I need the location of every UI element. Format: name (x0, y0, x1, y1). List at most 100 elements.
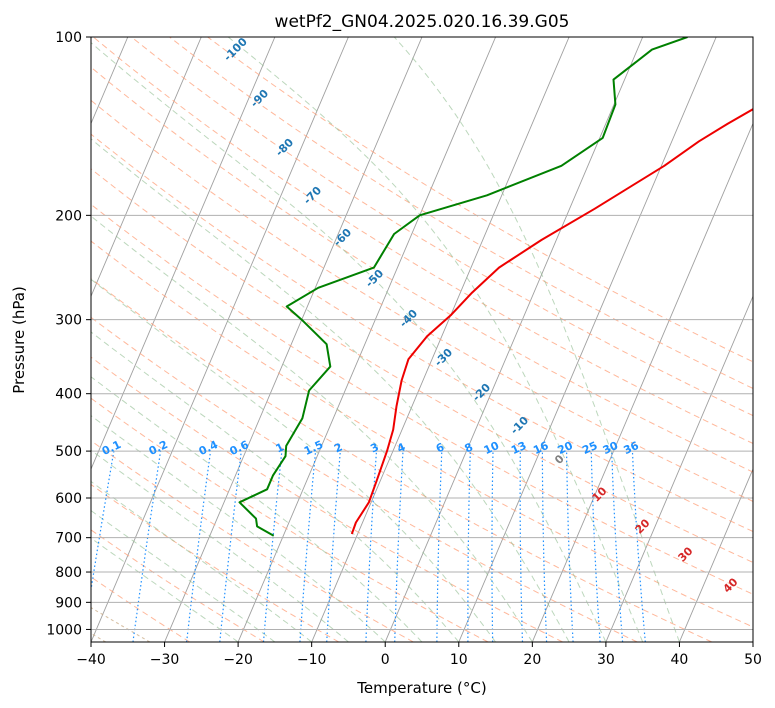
mixing-ratio-label: 36 (622, 439, 642, 457)
y-tick-label: 700 (55, 531, 82, 547)
y-tick-label: 100 (55, 30, 82, 46)
mixing-ratio-label: 0.2 (147, 438, 170, 458)
adiabat-label: -20 (470, 381, 493, 404)
adiabat-label: -40 (397, 307, 420, 330)
dry-adiabat-line (91, 99, 753, 502)
x-axis-label: Temperature (°C) (356, 679, 486, 697)
isotherm-line (164, 37, 423, 642)
mixing-ratio-line (186, 451, 212, 642)
adiabat-label: 40 (721, 575, 741, 595)
mixing-ratio-line (219, 451, 242, 642)
y-tick-label: 1000 (46, 622, 82, 638)
dry-adiabat-line (91, 397, 489, 642)
moist-adiabat-line (227, 37, 644, 642)
dry-adiabat-line (91, 240, 753, 628)
y-tick-label: 400 (55, 387, 82, 403)
mixing-ratio-label: 4 (395, 440, 408, 455)
moist-adiabat-line (393, 37, 680, 642)
x-tick-label: −30 (150, 652, 180, 668)
dry-adiabat-line (91, 168, 753, 563)
isotherm-line (458, 37, 717, 642)
y-tick-label: 600 (55, 491, 82, 507)
mixing-ratio-label: 20 (556, 439, 576, 457)
dry-adiabat-line (91, 316, 638, 642)
x-tick-label: 30 (597, 652, 615, 668)
moist-adiabat-line (91, 449, 349, 642)
moist-adiabat-line (91, 415, 386, 642)
moist-adiabat-line (91, 537, 239, 642)
mixing-ratio-label: 0.4 (197, 438, 220, 458)
temperature-line (350, 108, 753, 535)
isotherm-line (91, 37, 349, 642)
adiabat-label: 30 (676, 544, 696, 564)
moist-adiabat-line (91, 42, 607, 642)
moist-adiabat-line (91, 138, 570, 642)
mixing-ratio-label: 8 (463, 441, 475, 456)
mixing-ratio-label: 30 (601, 439, 621, 457)
isotherm-line (531, 122, 753, 642)
adiabat-label: -60 (331, 226, 354, 249)
mixing-ratio-line (132, 451, 162, 642)
mixing-ratio-label: 0.6 (228, 438, 251, 458)
x-tick-label: 0 (381, 652, 390, 668)
mixing-ratio-label: 16 (531, 439, 551, 457)
pressure-gridlines (91, 37, 753, 630)
mixing-ratio-label: 13 (509, 439, 528, 457)
adiabat-label: -10 (508, 414, 531, 437)
isotherm-line (91, 37, 202, 298)
dry-adiabat-line (91, 133, 753, 533)
mixing-ratio-line (519, 451, 524, 642)
dewpoint-line (238, 37, 688, 537)
x-tick-label: 20 (523, 652, 541, 668)
mixing-ratio-label: 10 (482, 439, 502, 457)
dry-adiabat-line (131, 37, 753, 417)
adiabat-label: -80 (273, 136, 296, 159)
adiabat-label: -70 (301, 184, 324, 207)
isotherm-line (384, 37, 644, 642)
adiabat-label: -90 (248, 87, 271, 110)
dry-adiabat-line (169, 37, 753, 389)
moist-adiabat-line (91, 215, 533, 642)
adiabat-label: -30 (432, 346, 455, 369)
mixing-ratio-label: 3 (368, 441, 380, 456)
moist-adiabat-line (91, 480, 313, 642)
moist-adiabat-line (91, 331, 460, 642)
isotherm-line (752, 640, 753, 642)
plot-frame (90, 36, 754, 643)
dry-adiabat-line (91, 203, 753, 595)
x-axis: −40 −30 −20 −10 0 10 20 30 40 50 (76, 642, 762, 668)
moist-adiabat-line (91, 509, 276, 642)
y-axis-label: Pressure (hPa) (10, 286, 28, 394)
mixing-ratio-line (299, 451, 317, 642)
dry-adiabat-line (91, 529, 265, 642)
mixing-ratio-label: 25 (580, 439, 599, 457)
moist-adiabat-line (91, 376, 423, 642)
mixing-ratio-label: 1 (274, 441, 286, 456)
isotherm-line (605, 295, 753, 642)
dry-adiabat-line (92, 37, 753, 445)
dry-adiabat-line (91, 440, 414, 642)
isotherm-line (91, 37, 276, 471)
y-tick-label: 300 (55, 313, 82, 329)
mixing-ratio-line (491, 451, 494, 642)
x-tick-label: 40 (671, 652, 689, 668)
isotherm-line (678, 467, 753, 642)
mixing-ratio-line (262, 451, 283, 642)
x-tick-label: 50 (744, 652, 762, 668)
y-tick-label: 200 (55, 208, 82, 224)
line-labels: 0.1 0.2 0.4 0.6 1 1.5 2 3 4 6 8 10 13 16 20 25 30 36-100-… (100, 37, 741, 596)
mixing-ratio-line (436, 451, 443, 642)
x-tick-label: −20 (223, 652, 253, 668)
isotherm-line (237, 37, 497, 642)
chart-title: wetPf2_GN04.2025.020.16.39.G05 (275, 12, 570, 32)
dry-adiabat-line (91, 356, 563, 642)
background-lines (91, 37, 753, 642)
dry-adiabat-line (91, 278, 713, 642)
y-axis: 100 200 300 400 500 600 700 800 900 1000 (46, 30, 91, 638)
moist-adiabat-line (91, 278, 497, 642)
x-tick-label: −10 (297, 652, 327, 668)
mixing-ratio-line (91, 450, 115, 594)
dry-adiabat-line (91, 483, 340, 642)
y-tick-label: 900 (55, 595, 82, 611)
